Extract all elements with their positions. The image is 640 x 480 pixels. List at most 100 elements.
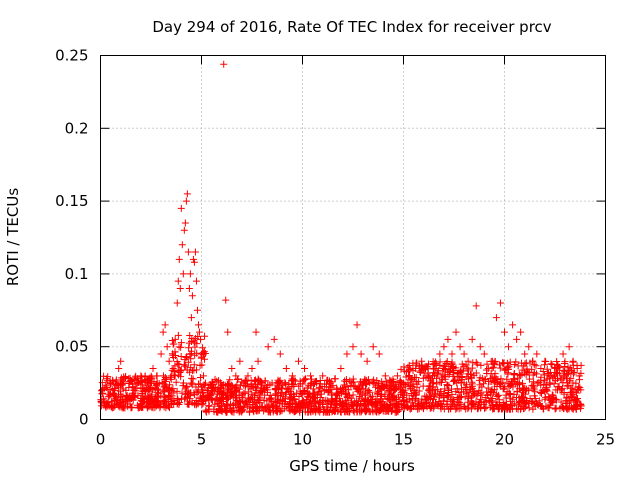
data-point (161, 321, 169, 329)
band-point (118, 381, 126, 389)
data-point (182, 197, 190, 205)
band-point (506, 358, 514, 366)
band-point (175, 343, 183, 351)
band-point (353, 384, 361, 392)
band-point (325, 408, 333, 416)
band-point (299, 380, 307, 388)
band-point (453, 379, 461, 387)
band-point (122, 386, 130, 394)
band-point (101, 402, 109, 410)
band-point (316, 387, 324, 395)
band-point (226, 376, 234, 384)
band-point (557, 376, 565, 384)
band-point (213, 377, 221, 385)
band-point (302, 396, 310, 404)
data-point (294, 357, 302, 365)
data-point (195, 328, 203, 336)
band-point (187, 355, 195, 363)
band-point (254, 404, 262, 412)
band-point (338, 401, 346, 409)
band-point (440, 363, 448, 371)
data-point (472, 302, 480, 310)
band-point (529, 385, 537, 393)
band-point (349, 375, 357, 383)
band-point (115, 381, 123, 389)
data-point (288, 372, 296, 380)
band-point (223, 395, 231, 403)
data-point (533, 350, 541, 358)
band-point (503, 375, 511, 383)
band-point (439, 367, 447, 375)
band-point (290, 376, 298, 384)
band-point (391, 386, 399, 394)
band-point (304, 408, 312, 416)
band-point (443, 358, 451, 366)
band-point (266, 381, 274, 389)
band-point (159, 372, 167, 380)
band-point (499, 359, 507, 367)
data-point (484, 365, 492, 373)
x-tick-label: 20 (495, 431, 514, 449)
data-point (307, 372, 315, 380)
band-point (364, 397, 372, 405)
data-point (176, 284, 184, 292)
band-point (300, 376, 308, 384)
band-point (522, 400, 530, 408)
band-point (560, 405, 568, 413)
band-point (178, 395, 186, 403)
band-point (510, 400, 518, 408)
band-point (543, 365, 551, 373)
band-point (465, 375, 473, 383)
x-axis: 0 5 10 15 20 25 (96, 55, 615, 449)
band-point (573, 402, 581, 410)
band-point (462, 361, 470, 369)
band-point (278, 400, 286, 408)
band-point (187, 337, 195, 345)
data-point (192, 277, 200, 285)
data-point (505, 343, 513, 351)
band-point (468, 393, 476, 401)
band-point (457, 366, 465, 374)
band-point (531, 402, 539, 410)
band-point (183, 400, 191, 408)
band-point (260, 385, 268, 393)
band-point (506, 380, 514, 388)
band-point (447, 385, 455, 393)
band-point (386, 386, 394, 394)
band-point (275, 378, 283, 386)
band-point (407, 390, 415, 398)
band-point (187, 379, 195, 387)
band-point (504, 403, 512, 411)
data-point (178, 241, 186, 249)
band-point (285, 381, 293, 389)
band-point (487, 394, 495, 402)
band-point (339, 384, 347, 392)
band-point (561, 358, 569, 366)
data-point (169, 365, 177, 373)
data-point (244, 372, 252, 380)
band-point (488, 378, 496, 386)
band-point (279, 381, 287, 389)
band-point (264, 403, 272, 411)
x-tick-label: 15 (394, 431, 413, 449)
data-point (418, 357, 426, 365)
band-point (211, 375, 219, 383)
band-point (447, 405, 455, 413)
band-point (159, 386, 167, 394)
band-point (570, 394, 578, 402)
data-point (319, 372, 327, 380)
band-point (388, 394, 396, 402)
band-point (320, 397, 328, 405)
data-point (191, 248, 199, 256)
band-point (492, 375, 500, 383)
band-point (256, 389, 264, 397)
data-point (276, 350, 284, 358)
data-point (240, 379, 248, 387)
x-axis-label: GPS time / hours (289, 457, 415, 475)
band-point (529, 371, 537, 379)
band-point (507, 380, 515, 388)
band-point (104, 398, 112, 406)
band-point (347, 401, 355, 409)
band-point (434, 386, 442, 394)
band-point (426, 377, 434, 385)
